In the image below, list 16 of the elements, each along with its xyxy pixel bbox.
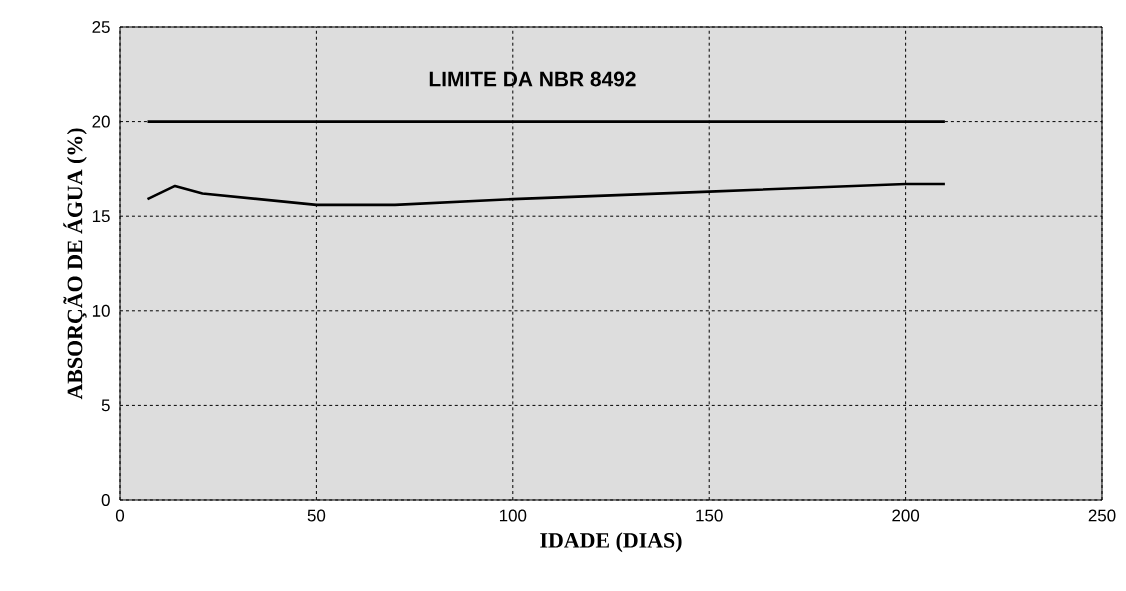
- y-tick-label: 15: [92, 210, 110, 223]
- x-tick-label: 0: [115, 509, 125, 522]
- x-axis-title: IDADE (DIAS): [540, 532, 682, 553]
- x-tick-label: 250: [1088, 509, 1116, 522]
- y-tick-label: 0: [101, 494, 110, 506]
- y-tick-label: 20: [92, 115, 110, 128]
- x-tick-label: 50: [307, 509, 326, 522]
- annotation: LIMITE DA NBR 8492: [429, 71, 636, 87]
- y-tick-label: 10: [92, 304, 110, 317]
- x-tick-label: 100: [499, 509, 527, 522]
- y-axis-title: ABSORÇÃO DE ÁGUA (%): [63, 128, 87, 400]
- y-tick-label: 5: [101, 399, 110, 412]
- y-tick-label: 25: [92, 21, 110, 33]
- x-tick-label: 150: [696, 509, 723, 522]
- line-series: [146, 182, 947, 207]
- x-tick-label: 200: [892, 509, 920, 522]
